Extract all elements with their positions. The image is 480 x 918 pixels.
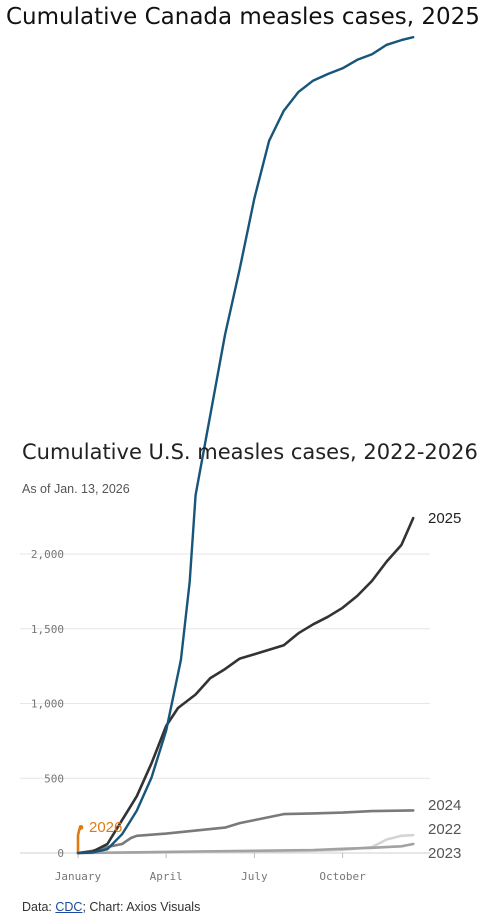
- us-series-2022-label: 2022: [428, 821, 461, 838]
- y-tick-label-0: 0: [57, 847, 64, 860]
- series-end-labels: 2025 2024 2022 2023 2026: [89, 510, 461, 862]
- us-chart-title: Cumulative U.S. measles cases, 2022-2026: [22, 440, 478, 464]
- y-axis-ticks: 0 500 1,000 1,500 2,000: [31, 548, 64, 860]
- series-lines: [76, 36, 415, 855]
- us-series-2025-line: [76, 516, 415, 855]
- grid-lines: [20, 553, 430, 854]
- source-suffix: ; Chart: Axios Visuals: [82, 900, 201, 914]
- x-axis-ticks: January April July October: [55, 853, 366, 883]
- x-tick-label-july: July: [241, 870, 268, 883]
- canada-series-2025-line: [76, 36, 415, 855]
- us-chart-subtitle: As of Jan. 13, 2026: [22, 482, 130, 496]
- y-tick-label-1500: 1,500: [31, 623, 64, 636]
- y-tick-label-500: 500: [44, 772, 64, 785]
- y-tick-label-2000: 2,000: [31, 548, 64, 561]
- us-series-2026-line: [76, 826, 83, 855]
- canada-chart-title: Cumulative Canada measles cases, 2025: [6, 4, 480, 30]
- us-series-2024-line: [76, 809, 415, 855]
- us-series-2024-label: 2024: [428, 797, 461, 814]
- source-cdc-link[interactable]: CDC: [55, 900, 83, 914]
- us-series-2026-label: 2026: [89, 819, 122, 836]
- us-series-2025-label: 2025: [428, 510, 461, 527]
- us-series-2026-end-dot: [78, 825, 84, 830]
- source-line: Data: CDC; Chart: Axios Visuals: [22, 900, 200, 914]
- us-series-2023-label: 2023: [428, 845, 461, 862]
- y-tick-label-1000: 1,000: [31, 698, 64, 711]
- x-tick-label-january: January: [55, 870, 102, 883]
- us-series-2023-line: [76, 842, 415, 855]
- x-tick-label-october: October: [319, 870, 366, 883]
- source-prefix: Data:: [22, 900, 56, 914]
- x-tick-label-april: April: [150, 870, 183, 883]
